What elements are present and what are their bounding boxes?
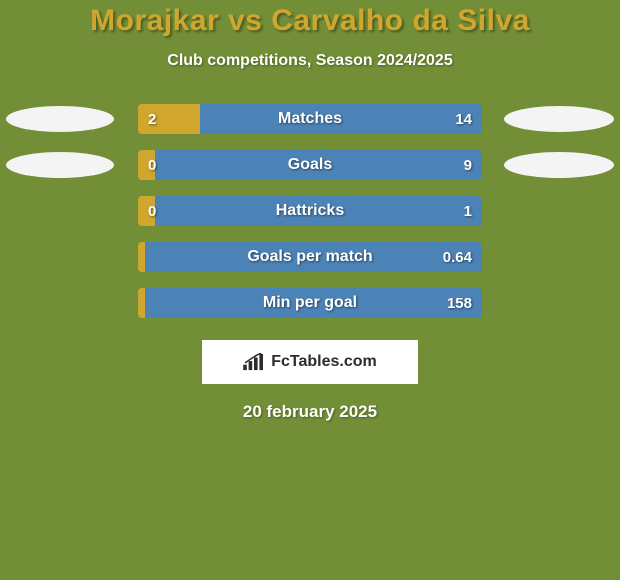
date-label: 20 february 2025	[0, 402, 620, 422]
source-badge: FcTables.com	[202, 340, 418, 384]
stat-bar-right	[155, 196, 482, 226]
subtitle: Club competitions, Season 2024/2025	[0, 52, 620, 70]
stat-row: Matches214	[0, 104, 620, 134]
stat-bar-right	[145, 242, 482, 272]
stat-bar-right	[155, 150, 482, 180]
stat-bar-right	[145, 288, 482, 318]
stat-bar-left	[138, 150, 155, 180]
stat-bar-right	[200, 104, 482, 134]
stat-bar: Goals09	[138, 150, 482, 180]
player-badge-right	[504, 152, 614, 178]
stat-bar: Goals per match0.64	[138, 242, 482, 272]
stats-list: Matches214 Goals09 Hattricks01 Goals per ma…	[0, 104, 620, 318]
player-badge-right	[504, 106, 614, 132]
stat-row: Goals09	[0, 150, 620, 180]
stat-bar-left	[138, 104, 200, 134]
stat-bar: Matches214	[138, 104, 482, 134]
page-title: Morajkar vs Carvalho da Silva	[0, 4, 620, 38]
stat-bar-left	[138, 242, 145, 272]
source-badge-text: FcTables.com	[271, 353, 377, 371]
stat-row: Goals per match0.64	[0, 242, 620, 272]
stat-bar: Min per goal158	[138, 288, 482, 318]
stat-row: Min per goal158	[0, 288, 620, 318]
chart-icon	[243, 353, 265, 371]
stat-bar: Hattricks01	[138, 196, 482, 226]
player-badge-left	[6, 152, 114, 178]
stat-bar-left	[138, 288, 145, 318]
player-badge-left	[6, 106, 114, 132]
stat-row: Hattricks01	[0, 196, 620, 226]
stat-bar-left	[138, 196, 155, 226]
